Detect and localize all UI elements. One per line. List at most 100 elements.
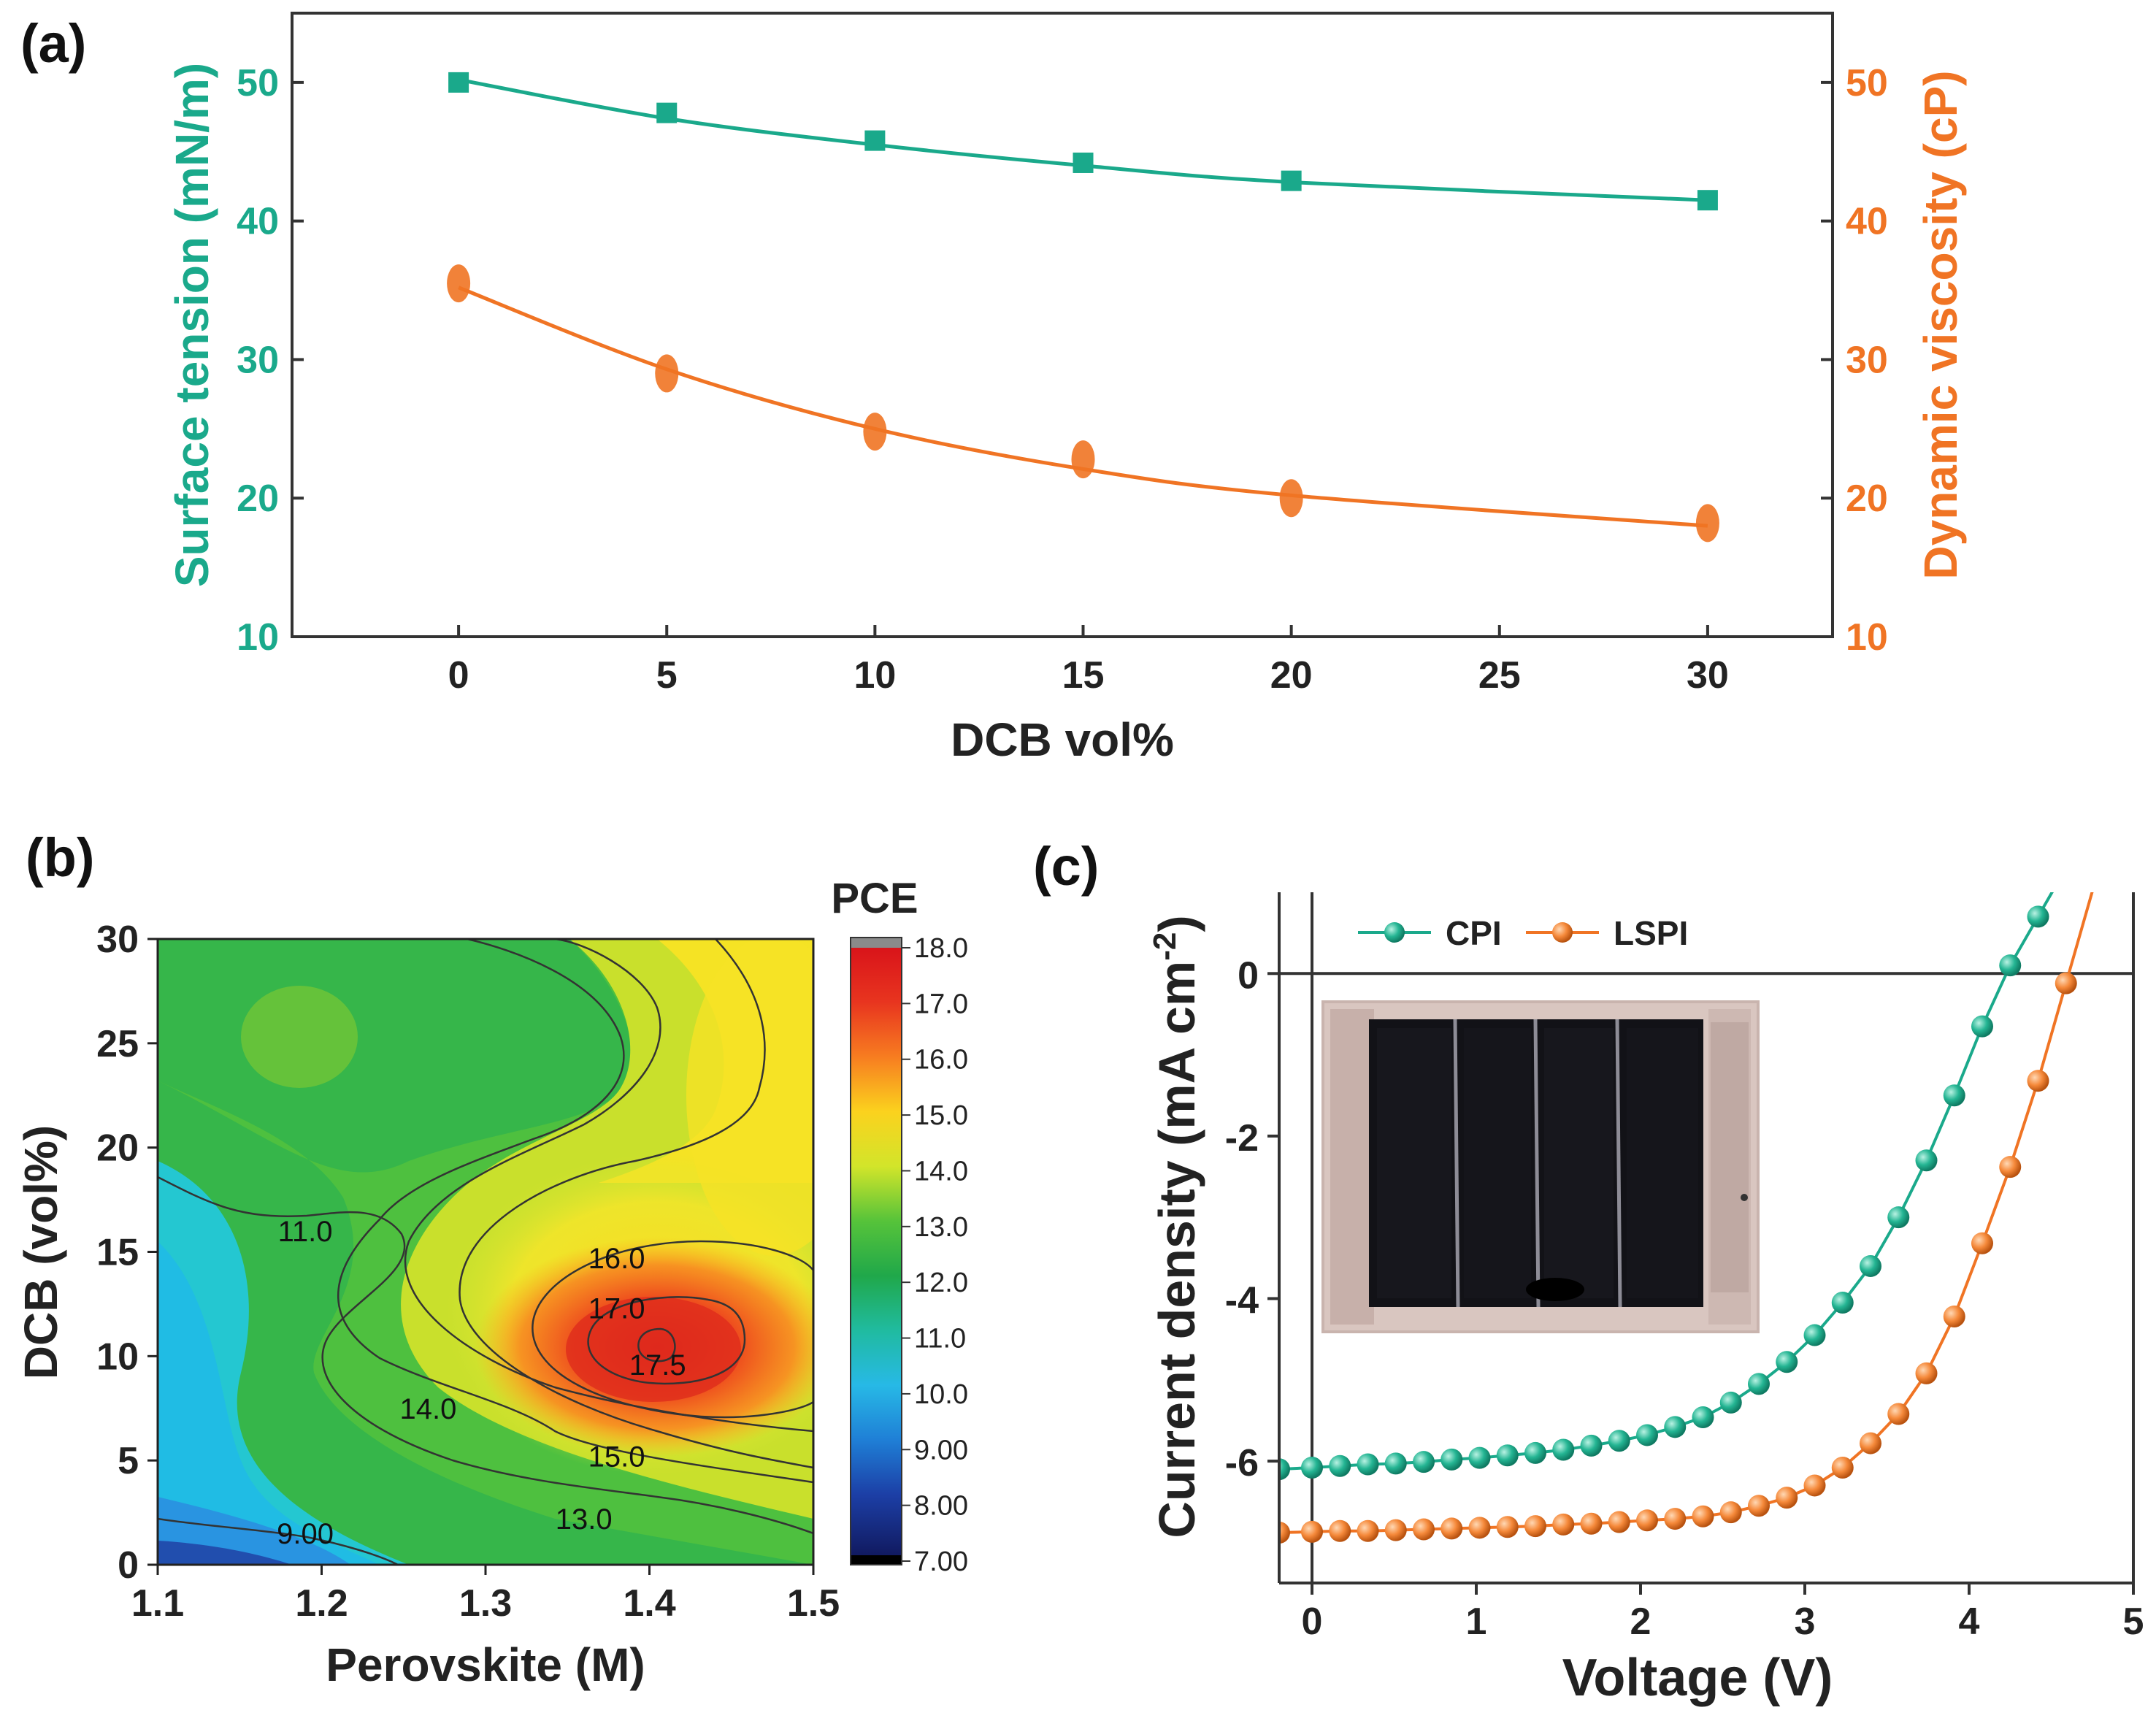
x-tick-label-c: 4 xyxy=(1959,1601,1980,1643)
surface-tension-point xyxy=(656,102,678,123)
lspi-point xyxy=(1413,1518,1435,1541)
contour-label: 17.5 xyxy=(629,1349,686,1381)
colorbar-ticks: 18.0 17.0 16.0 15.0 14.0 13.0 12.0 11.0 10.0 9.00… xyxy=(902,933,968,1577)
lspi-point xyxy=(1301,1520,1323,1543)
lspi-point xyxy=(1552,1513,1575,1536)
contour-lines xyxy=(158,939,813,1565)
x-tick-label-a: 25 xyxy=(1478,654,1521,697)
cpi-point xyxy=(1580,1434,1603,1457)
colorbar-tick-label: 16.0 xyxy=(914,1045,968,1076)
cpi-point xyxy=(1831,1292,1854,1314)
cpi-point xyxy=(1496,1444,1519,1467)
legend-label-cpi: CPI xyxy=(1446,914,1502,952)
cpi-point xyxy=(1803,1324,1826,1346)
lspi-point xyxy=(1664,1508,1687,1530)
cpi-point xyxy=(1524,1441,1546,1464)
panel-label-c: (c) xyxy=(1033,836,1099,897)
contour-label: 9.00 xyxy=(277,1518,334,1550)
contour-label: 17.0 xyxy=(588,1293,645,1325)
colorbar-bottom xyxy=(851,1555,902,1565)
y-tick-label-c: -2 xyxy=(1225,1117,1259,1160)
cpi-point xyxy=(1357,1453,1379,1476)
x-tick-label-c: 2 xyxy=(1630,1601,1651,1643)
surface-tension-fit xyxy=(458,77,1708,202)
x-tick-label-b: 1.2 xyxy=(295,1582,348,1625)
colorbar-frame xyxy=(850,937,902,1565)
surface-tension-point xyxy=(1697,190,1718,211)
lspi-point xyxy=(1776,1487,1798,1509)
colorbar-tick-label: 13.0 xyxy=(914,1212,968,1243)
viscosity-point xyxy=(863,413,887,451)
x-tick-label-c: 1 xyxy=(1466,1601,1487,1643)
contour-label: 13.0 xyxy=(556,1503,613,1536)
lspi-point xyxy=(1524,1515,1546,1538)
x-axis-label-a: DCB vol% xyxy=(951,713,1174,766)
lspi-point xyxy=(1329,1519,1351,1542)
cpi-point xyxy=(1608,1430,1630,1452)
colorbar-tick-label: 15.0 xyxy=(914,1100,968,1131)
y2-tick-label-a: 20 xyxy=(1846,478,1888,520)
x-tick-label-a: 20 xyxy=(1270,654,1313,697)
cpi-point xyxy=(1915,1149,1938,1172)
y2-tick-label-a: 10 xyxy=(1846,616,1888,659)
y-axis-label-a: Surface tension (mN/m) xyxy=(166,63,218,587)
y-axis-label-b: DCB (vol%) xyxy=(15,1125,67,1379)
x-tick-label-c: 5 xyxy=(2123,1601,2144,1643)
surface-tension-point xyxy=(1281,170,1302,191)
viscosity-point xyxy=(655,354,679,393)
cpi-point xyxy=(1384,1452,1407,1475)
colorbar-tick-label: 17.0 xyxy=(914,989,968,1019)
y-axis-label-c-end: ) xyxy=(1148,915,1205,932)
cpi-point xyxy=(1692,1406,1714,1428)
lspi-point xyxy=(1440,1517,1463,1540)
x-tick-label-b: 1.4 xyxy=(623,1582,675,1625)
lspi-point xyxy=(1943,1305,1965,1327)
y-tick-label-b: 30 xyxy=(96,919,139,961)
lspi-point xyxy=(1608,1511,1630,1533)
lspi-point xyxy=(2027,1070,2049,1092)
x-tick-label-a: 30 xyxy=(1687,654,1729,697)
cpi-point xyxy=(1440,1448,1463,1471)
surface-tension-point xyxy=(1073,152,1094,173)
plot-frame-a xyxy=(291,12,1834,638)
lspi-point xyxy=(1384,1519,1407,1541)
viscosity-point xyxy=(447,264,471,303)
cpi-point xyxy=(1636,1424,1658,1446)
x-tick-label-a: 10 xyxy=(853,654,896,697)
colorbar-cap xyxy=(851,938,902,948)
y2-axis-label-a: Dynamic viscosity (cP) xyxy=(1914,70,1967,579)
lspi-point xyxy=(1719,1501,1742,1524)
lspi-point xyxy=(1999,1156,2022,1178)
lspi-point xyxy=(1580,1512,1603,1535)
colorbar-tick-label: 18.0 xyxy=(914,933,968,964)
axis-ticks-b: 1.1 1.2 1.3 1.4 1.5 0 5 10 15 20 25 30 xyxy=(96,919,840,1625)
x-tick-label-b: 1.3 xyxy=(459,1582,512,1625)
colorbar-tick-label: 11.0 xyxy=(914,1324,966,1354)
lspi-point xyxy=(1915,1362,1938,1384)
legend-c: CPI LSPI xyxy=(1358,914,1688,952)
lspi-point xyxy=(1748,1495,1770,1517)
viscosity-point xyxy=(1695,504,1719,543)
heatmap-field: 11.0 16.0 17.0 17.5 14.0 15.0 13.0 9.00 xyxy=(158,939,813,1565)
y-axis-label-c-main: Current density (mA cm xyxy=(1148,961,1205,1538)
colorbar xyxy=(851,948,902,1555)
legend-marker-lspi xyxy=(1552,922,1573,943)
panel-b: (b) xyxy=(15,827,968,1691)
y-tick-label-a: 40 xyxy=(237,201,279,243)
cpi-point xyxy=(2027,905,2049,928)
cpi-point xyxy=(1860,1254,1881,1277)
axis-ticks-c: 0 1 2 3 4 5 0 -2 -4 -6 xyxy=(1225,954,2144,1643)
contour-label: 11.0 xyxy=(278,1216,333,1248)
viscosity-point xyxy=(1279,479,1303,518)
axis-ticks-a: 0 5 10 15 20 25 30 10 20 30 40 50 10 20 30 40 50 xyxy=(237,62,1888,697)
cpi-point xyxy=(1748,1373,1770,1395)
panel-c: (c) 0 1 2 3 4 5 0 -2 -4 -6 xyxy=(1033,836,2144,1707)
cpi-point xyxy=(1943,1084,1965,1107)
lspi-point xyxy=(1831,1456,1854,1479)
x-tick-label-b: 1.1 xyxy=(131,1582,184,1625)
colorbar-tick-label: 7.00 xyxy=(914,1546,968,1577)
cpi-point xyxy=(1664,1416,1687,1438)
jv-data-points xyxy=(1279,905,2077,1544)
legend-marker-cpi xyxy=(1384,922,1405,943)
viscosity-fit xyxy=(458,285,1708,528)
